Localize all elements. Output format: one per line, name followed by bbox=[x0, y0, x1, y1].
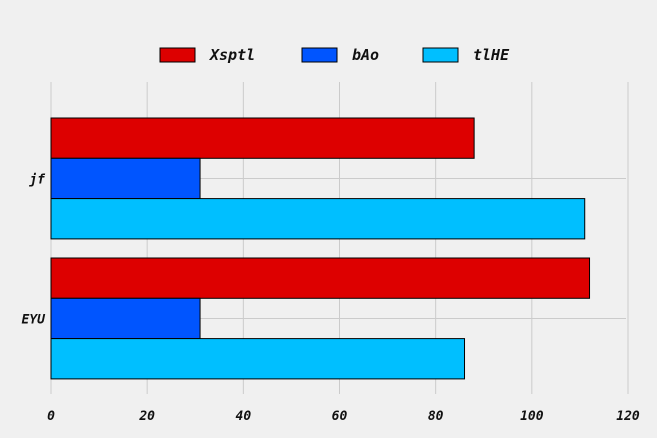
bars bbox=[50, 117, 591, 380]
category-label-EYU: EYU bbox=[22, 312, 47, 327]
bar-EYU-tlHE bbox=[50, 338, 466, 380]
category-labels: jf EYU bbox=[22, 172, 47, 327]
legend: Xsptl bAo tlHE bbox=[159, 46, 510, 64]
x-tick-label-4: 80 bbox=[428, 409, 444, 424]
bar-EYU-Xsptl bbox=[50, 257, 591, 299]
bar-jf-bAo bbox=[50, 157, 201, 200]
legend-label-Xsptl: Xsptl bbox=[208, 46, 255, 64]
bar-jf-tlHE bbox=[50, 198, 586, 240]
x-tick-label-2: 40 bbox=[236, 409, 252, 424]
x-tick-label-0: 0 bbox=[47, 409, 55, 424]
x-tick-label-3: 60 bbox=[332, 409, 348, 424]
legend-swatch-bAo bbox=[301, 47, 338, 63]
x-tick-label-6: 120 bbox=[616, 409, 640, 424]
bar-EYU-bAo bbox=[50, 297, 201, 340]
legend-label-tlHE: tlHE bbox=[473, 46, 510, 64]
x-axis-ticks: 0 20 40 60 80 100 120 bbox=[47, 409, 640, 424]
x-tick-label-1: 20 bbox=[138, 409, 155, 424]
legend-label-bAo: bAo bbox=[352, 46, 379, 64]
bar-jf-Xsptl bbox=[50, 117, 475, 159]
category-label-jf: jf bbox=[28, 172, 46, 187]
legend-swatch-Xsptl bbox=[159, 47, 196, 63]
x-tick-label-5: 100 bbox=[520, 409, 544, 424]
legend-swatch-tlHE bbox=[422, 47, 459, 63]
